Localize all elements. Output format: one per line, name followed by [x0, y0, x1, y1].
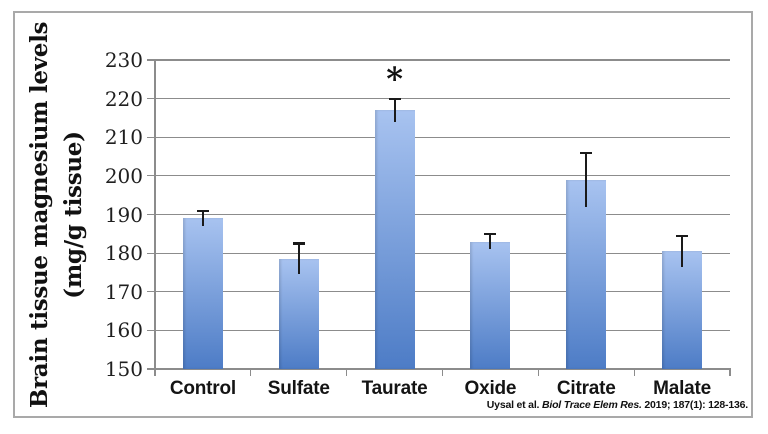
gridline-170 [155, 291, 730, 293]
y-tick-200 [147, 175, 155, 177]
x-tick-5 [633, 369, 635, 376]
error-bar-cap-sulfate [292, 242, 305, 245]
x-tick-2 [346, 369, 348, 376]
y-tick-label-220: 220 [104, 86, 143, 111]
y-tick-220 [147, 98, 155, 100]
y-tick-150 [147, 368, 155, 370]
y-tick-160 [147, 329, 155, 331]
citation-journal: Biol Trace Elem Res. [541, 399, 642, 411]
gridline-190 [155, 213, 730, 216]
x-tick-4 [537, 369, 539, 376]
error-bar-sulfate [297, 243, 300, 275]
x-category-label-sulfate: Sulfate [267, 378, 330, 399]
bar-taurate [374, 110, 415, 369]
y-tick-190 [147, 213, 155, 216]
y-tick-label-210: 210 [104, 125, 143, 150]
error-bar-cap-citrate [580, 151, 593, 154]
x-tick-0 [154, 369, 156, 376]
x-category-label-citrate: Citrate [556, 378, 616, 399]
x-category-label-malate: Malate [653, 378, 712, 399]
gridline-220 [155, 98, 730, 100]
x-category-label-taurate: Taurate [361, 378, 428, 399]
x-category-label-control: Control [169, 378, 236, 399]
x-category-label-oxide: Oxide [464, 378, 517, 399]
gridline-230 [155, 59, 730, 61]
x-tick-6 [729, 369, 731, 376]
bar-citrate [566, 179, 607, 369]
y-tick-label-180: 180 [104, 241, 143, 266]
y-tick-label-170: 170 [104, 279, 143, 304]
y-tick-label-190: 190 [104, 202, 143, 227]
x-tick-3 [441, 369, 444, 376]
gridline-210 [155, 136, 730, 138]
y-tick-label-230: 230 [104, 48, 143, 72]
bar-sulfate [278, 258, 319, 369]
gridline-160 [155, 329, 730, 331]
error-bar-cap-oxide [484, 232, 497, 235]
error-bar-taurate [393, 98, 396, 122]
gridline-180 [155, 252, 730, 254]
y-tick-label-150: 150 [104, 357, 143, 381]
citation-details: 2019; 187(1): 128-136. [641, 399, 748, 411]
x-tick-1 [250, 369, 252, 376]
y-tick-210 [147, 136, 155, 138]
citation-authors: Uysal et al. [486, 399, 542, 411]
error-bar-control [201, 210, 204, 227]
error-bar-citrate [585, 152, 588, 207]
bar-oxide [470, 241, 511, 369]
significance-asterisk-taurate: * [386, 60, 403, 98]
y-tick-180 [147, 252, 155, 254]
error-bar-cap-malate [676, 234, 689, 237]
citation: Uysal et al. Biol Trace Elem Res. 2019; … [487, 399, 748, 411]
y-tick-170 [147, 291, 155, 293]
error-bar-oxide [489, 233, 492, 250]
error-bar-malate [681, 235, 684, 267]
y-tick-label-200: 200 [104, 163, 143, 188]
bar-malate [662, 251, 703, 369]
error-bar-cap-control [196, 209, 209, 212]
gridline-200 [155, 175, 730, 177]
y-tick-230 [147, 59, 155, 61]
y-tick-label-160: 160 [104, 318, 143, 343]
error-bar-cap-taurate [388, 97, 401, 100]
bar-control [182, 218, 223, 369]
